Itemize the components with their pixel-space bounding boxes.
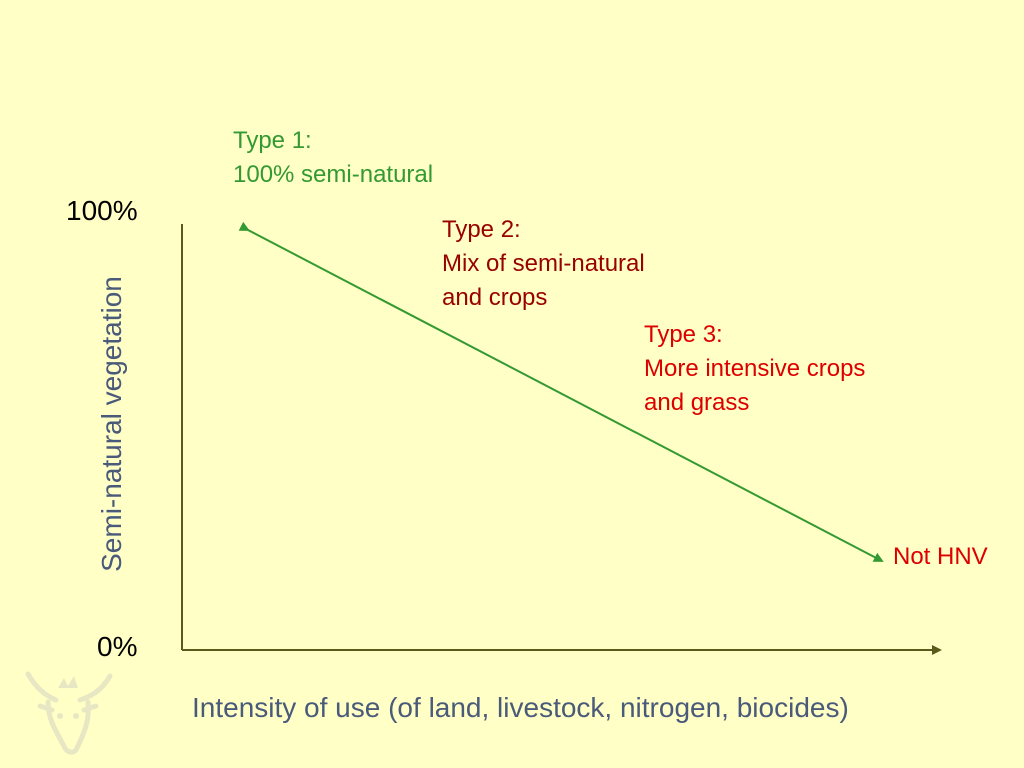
annotation-type3-line2: More intensive crops bbox=[644, 355, 866, 382]
cow-head-icon bbox=[25, 671, 113, 755]
annotation-not-hnv-line1: Not HNV bbox=[893, 543, 988, 570]
annotation-type2-line1: Type 2: bbox=[442, 216, 521, 243]
y-tick-100: 100% bbox=[66, 195, 138, 226]
annotation-not-hnv: Not HNV bbox=[893, 540, 988, 574]
annotation-type1-line2: 100% semi-natural bbox=[233, 161, 434, 188]
annotation-type1: Type 1: 100% semi-natural bbox=[233, 124, 433, 192]
annotation-type3-line1: Type 3: bbox=[644, 321, 723, 348]
annotation-type2: Type 2: Mix of semi-natural and crops bbox=[442, 213, 645, 315]
annotation-type1-line1: Type 1: bbox=[233, 127, 312, 154]
annotation-type3-line3: and grass bbox=[644, 389, 750, 416]
intensity-trend-line bbox=[238, 221, 884, 562]
x-axis-label: Intensity of use (of land, livestock, ni… bbox=[192, 692, 849, 723]
y-axis-label: Semi-natural vegetation bbox=[96, 276, 127, 572]
y-tick-0: 0% bbox=[97, 631, 138, 662]
annotation-type3: Type 3: More intensive crops and grass bbox=[644, 318, 865, 420]
annotation-type2-line3: and crops bbox=[442, 284, 548, 311]
annotation-type2-line2: Mix of semi-natural bbox=[442, 250, 645, 277]
